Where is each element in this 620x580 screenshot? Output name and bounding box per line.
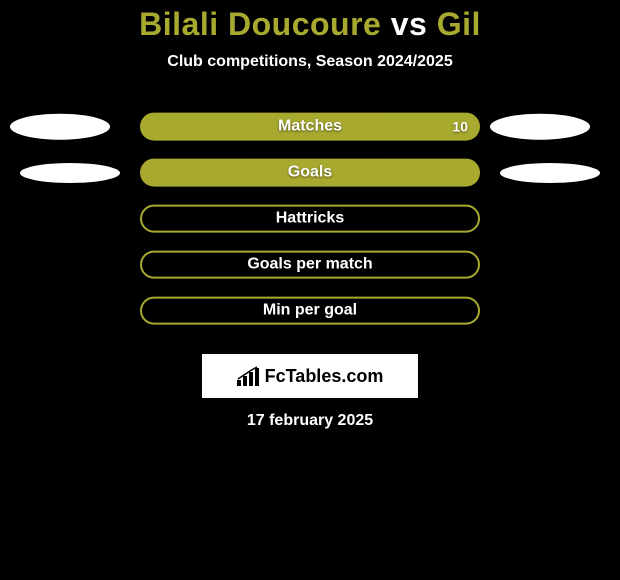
stat-label: Min per goal bbox=[263, 302, 357, 320]
stat-pill: Matches 10 bbox=[140, 113, 480, 141]
right-value-ellipse bbox=[500, 163, 600, 183]
player2-name: Gil bbox=[437, 6, 481, 42]
right-value-ellipse bbox=[490, 114, 590, 140]
stat-pill: Hattricks bbox=[140, 205, 480, 233]
stat-label: Goals bbox=[288, 164, 332, 182]
stat-row: Hattricks bbox=[0, 197, 620, 243]
logo-text: FcTables.com bbox=[265, 366, 384, 387]
stat-row: Goals bbox=[0, 151, 620, 197]
bar-chart-icon bbox=[237, 366, 259, 386]
stat-row: Min per goal bbox=[0, 289, 620, 335]
player1-name: Bilali Doucoure bbox=[139, 6, 381, 42]
logo-inner: FcTables.com bbox=[237, 366, 384, 387]
left-value-ellipse bbox=[20, 163, 120, 183]
date-label: 17 february 2025 bbox=[247, 412, 373, 430]
vs-separator: vs bbox=[381, 6, 436, 42]
stat-rows: Matches 10 Goals Hattricks Goals per match Mi… bbox=[0, 105, 620, 335]
page-title: Bilali Doucoure vs Gil bbox=[0, 0, 620, 43]
site-logo: FcTables.com bbox=[202, 354, 418, 398]
stat-label: Matches bbox=[278, 118, 342, 136]
stat-label: Hattricks bbox=[276, 210, 344, 228]
stat-label: Goals per match bbox=[247, 256, 372, 274]
stat-value-right: 10 bbox=[452, 119, 468, 135]
stat-row: Goals per match bbox=[0, 243, 620, 289]
stat-pill: Goals per match bbox=[140, 251, 480, 279]
left-value-ellipse bbox=[10, 114, 110, 140]
stat-row: Matches 10 bbox=[0, 105, 620, 151]
subtitle: Club competitions, Season 2024/2025 bbox=[0, 53, 620, 71]
stat-pill: Goals bbox=[140, 159, 480, 187]
comparison-infographic: Bilali Doucoure vs Gil Club competitions… bbox=[0, 0, 620, 580]
stat-pill: Min per goal bbox=[140, 297, 480, 325]
